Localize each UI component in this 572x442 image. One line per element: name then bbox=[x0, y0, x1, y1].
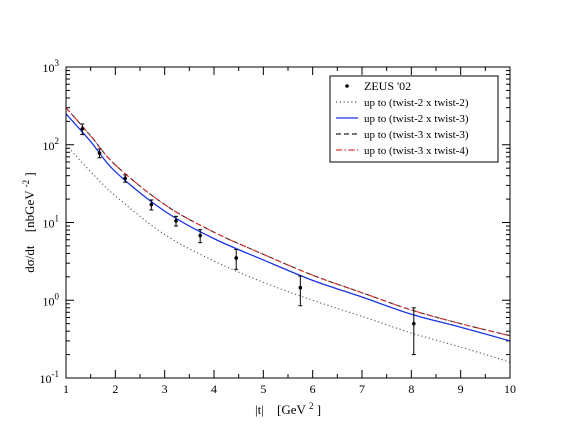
data-point bbox=[80, 127, 85, 131]
x-axis-label-unit: [GeV bbox=[277, 402, 306, 417]
data-point bbox=[174, 219, 178, 223]
series-line-1 bbox=[65, 144, 511, 363]
series-curves bbox=[65, 107, 511, 363]
x-tick-label: 8 bbox=[408, 382, 414, 396]
legend: ZEUS '02 up to (twist-2 x twist-2) up to (… bbox=[329, 75, 499, 163]
data-point bbox=[298, 285, 303, 290]
y-axis-label-unit: [nbGeV bbox=[22, 190, 37, 232]
legend-box bbox=[329, 75, 499, 163]
legend-label-points: ZEUS '02 bbox=[364, 79, 411, 93]
tick-labels: 1 2 3 4 5 6 7 8 9 10 10-1 100 101 102 103 bbox=[40, 58, 517, 396]
x-tick-label: 4 bbox=[211, 382, 217, 396]
data-points bbox=[80, 123, 416, 356]
data-point bbox=[234, 256, 238, 260]
legend-label-series-1: up to (twist-2 x twist-2) bbox=[364, 97, 469, 109]
data-point bbox=[97, 151, 102, 155]
y-axis-label-unit-exp: -2 bbox=[21, 180, 31, 188]
plot-frame bbox=[65, 66, 511, 379]
x-axis-label-unit-exp: 2 bbox=[309, 401, 314, 411]
series-line-2 bbox=[65, 113, 511, 342]
x-tick-label: 10 bbox=[504, 382, 516, 396]
series-line-4 bbox=[65, 107, 511, 337]
x-axis-label-unit-close: ] bbox=[317, 402, 321, 417]
x-axis-label: |t| [GeV 2 ] bbox=[255, 397, 321, 417]
data-point bbox=[412, 321, 416, 326]
data-point bbox=[123, 176, 127, 181]
y-tick-label: 103 bbox=[43, 58, 60, 75]
y-tick-label: 102 bbox=[43, 136, 60, 153]
x-tick-label: 7 bbox=[359, 382, 365, 396]
x-tick-label: 2 bbox=[112, 382, 118, 396]
data-point bbox=[149, 202, 154, 207]
y-tick-label: 10-1 bbox=[40, 369, 60, 386]
series-line-3 bbox=[65, 107, 511, 337]
x-tick-label: 6 bbox=[310, 382, 316, 396]
x-tick-label: 9 bbox=[458, 382, 464, 396]
data-point bbox=[198, 233, 202, 238]
y-tick-label: 101 bbox=[43, 214, 60, 231]
x-axis-label-abs: |t| bbox=[255, 402, 264, 417]
legend-symbol-points bbox=[345, 84, 349, 88]
legend-label-series-4: up to (twist-3 x twist-4) bbox=[364, 145, 469, 157]
y-axis-label-lhs: dσ/dt bbox=[22, 245, 37, 273]
y-axis-label: dσ/dt [nbGeV -2 ] bbox=[17, 172, 37, 272]
y-axis-label-unit-close: ] bbox=[22, 172, 37, 176]
x-tick-label: 5 bbox=[260, 382, 266, 396]
x-tick-label: 1 bbox=[63, 382, 69, 396]
legend-label-series-2: up to (twist-2 x twist-3) bbox=[364, 113, 469, 125]
legend-label-series-3: up to (twist-3 x twist-3) bbox=[364, 129, 469, 141]
x-tick-label: 3 bbox=[162, 382, 168, 396]
y-tick-label: 100 bbox=[43, 291, 60, 308]
